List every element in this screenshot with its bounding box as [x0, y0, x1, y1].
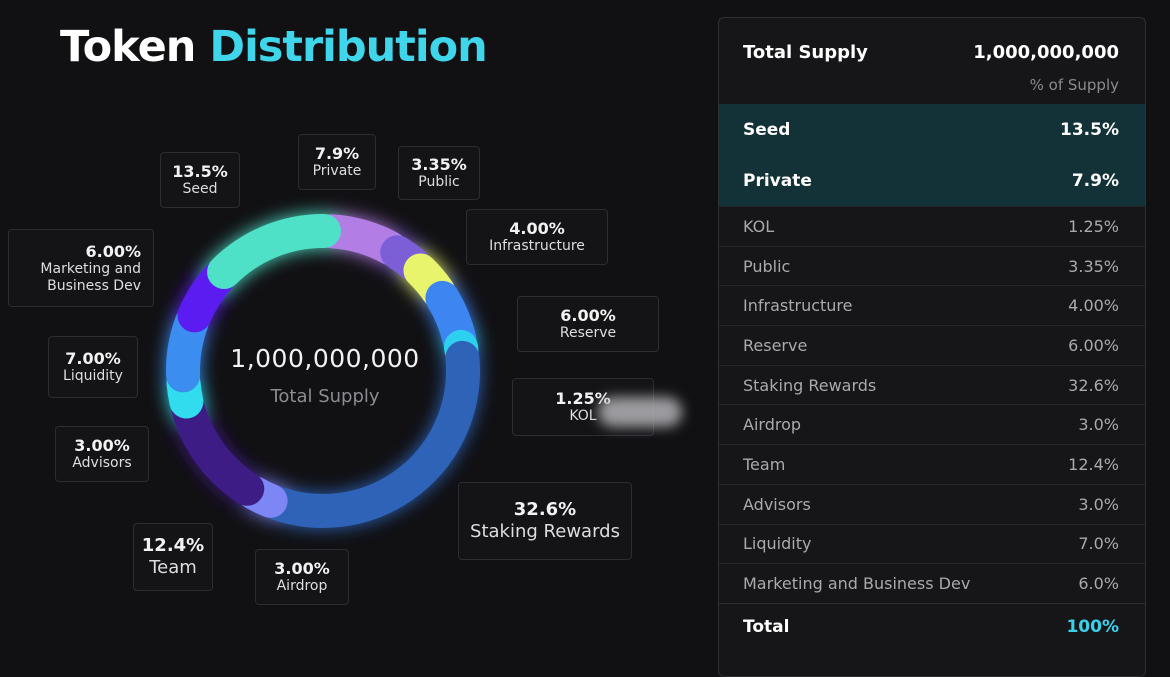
row-value: 32.6%: [1068, 375, 1119, 395]
callout-value: 1.25%: [555, 389, 611, 408]
table-row-reserve: Reserve 6.00%: [719, 325, 1145, 365]
percent-of-supply-label: % of Supply: [1029, 76, 1119, 94]
row-value: 6.0%: [1078, 574, 1119, 594]
row-value: 3.0%: [1078, 494, 1119, 514]
callout-airdrop: 3.00% Airdrop: [255, 549, 349, 605]
callout-name: Team: [149, 557, 197, 578]
row-value: 13.5%: [1060, 119, 1119, 140]
total-supply-label: Total Supply: [743, 42, 868, 63]
donut-chart: [166, 213, 480, 528]
table-row-liquidity: Liquidity 7.0%: [719, 523, 1145, 564]
row-label: Infrastructure: [743, 296, 853, 316]
callout-name: KOL: [569, 408, 597, 425]
center-total-value: 1,000,000,000: [230, 344, 420, 373]
callout-value: 3.00%: [74, 436, 130, 455]
row-label: Seed: [743, 119, 791, 140]
table-row-advisors: Advisors 3.0%: [719, 483, 1145, 524]
callout-value: 6.00%: [85, 241, 141, 261]
callout-advisors: 3.00% Advisors: [55, 426, 149, 482]
row-label: Private: [743, 170, 812, 191]
callout-staking-rewards: 32.6% Staking Rewards: [458, 482, 632, 560]
row-value: 4.00%: [1068, 296, 1119, 316]
callout-name: Public: [418, 174, 460, 191]
callout-liquidity: 7.00% Liquidity: [48, 336, 138, 398]
callout-team: 12.4% Team: [133, 523, 213, 591]
callout-name: Seed: [182, 181, 218, 198]
row-label: Advisors: [743, 494, 811, 514]
row-value: 3.0%: [1078, 415, 1119, 435]
callout-name: Marketing and Business Dev: [40, 260, 141, 294]
row-value: 100%: [1066, 617, 1119, 638]
donut-slice-team: [171, 392, 265, 506]
table-row-airdrop: Airdrop 3.0%: [719, 404, 1145, 444]
callout-value: 3.00%: [274, 559, 330, 578]
row-value: 12.4%: [1068, 454, 1119, 474]
callout-value: 13.5%: [172, 162, 228, 181]
row-value: 6.00%: [1068, 335, 1119, 355]
supply-table: Total Supply 1,000,000,000 % of Supply S…: [718, 17, 1146, 677]
callout-reserve: 6.00% Reserve: [517, 296, 659, 352]
table-row-marketing: Marketing and Business Dev 6.0%: [719, 563, 1145, 603]
table-header: Total Supply 1,000,000,000 % of Supply: [719, 18, 1145, 104]
row-value: 1.25%: [1068, 216, 1119, 236]
callout-value: 7.9%: [314, 144, 360, 163]
callout-value: 12.4%: [141, 535, 205, 557]
row-value: 7.0%: [1078, 534, 1119, 554]
callout-public: 3.35% Public: [398, 146, 480, 200]
table-row-kol: KOL 1.25%: [719, 206, 1145, 246]
table-row-public: Public 3.35%: [719, 245, 1145, 286]
callout-value: 3.35%: [411, 155, 467, 174]
page-title: Token Distribution: [60, 22, 488, 72]
table-row-staking-rewards: Staking Rewards 32.6%: [719, 364, 1145, 405]
callout-seed: 13.5% Seed: [160, 152, 240, 208]
row-value: 3.35%: [1068, 256, 1119, 276]
callout-value: 4.00%: [509, 219, 565, 238]
title-word-token: Token: [60, 22, 196, 72]
table-row-seed: Seed 13.5%: [719, 104, 1145, 155]
callout-name: Advisors: [72, 455, 132, 472]
callout-value: 32.6%: [513, 499, 577, 521]
callout-name: Airdrop: [276, 578, 328, 595]
callout-name: Liquidity: [63, 368, 123, 385]
donut-slice-staking-rewards: [260, 340, 480, 528]
callout-value: 7.00%: [65, 349, 121, 368]
row-label: Airdrop: [743, 415, 802, 435]
row-label: Team: [743, 454, 786, 474]
row-label: Marketing and Business Dev: [743, 574, 971, 594]
redaction-blur: [598, 397, 682, 427]
callout-name: Infrastructure: [489, 238, 585, 255]
row-label: KOL: [743, 216, 775, 236]
total-supply-value: 1,000,000,000: [973, 42, 1119, 63]
donut-slice-seed: [207, 213, 341, 290]
table-row-total: Total 100%: [719, 602, 1145, 651]
center-total-label: Total Supply: [270, 386, 380, 407]
callout-marketing: 6.00% Marketing and Business Dev: [8, 229, 154, 307]
callout-private: 7.9% Private: [298, 134, 376, 190]
callout-name: Reserve: [559, 325, 617, 342]
row-value: 7.9%: [1071, 170, 1119, 191]
callout-name: Private: [312, 163, 362, 180]
row-label: Staking Rewards: [743, 375, 877, 395]
table-row-team: Team 12.4%: [719, 444, 1145, 484]
callout-value: 6.00%: [560, 306, 616, 325]
callout-infrastructure: 4.00% Infrastructure: [466, 209, 608, 265]
row-label: Total: [743, 617, 790, 638]
callout-name: Staking Rewards: [470, 521, 620, 542]
row-label: Liquidity: [743, 534, 812, 554]
table-row-private: Private 7.9%: [719, 155, 1145, 206]
title-word-distribution: Distribution: [209, 22, 487, 72]
row-label: Reserve: [743, 335, 808, 355]
row-label: Public: [743, 256, 791, 276]
table-row-infrastructure: Infrastructure 4.00%: [719, 285, 1145, 325]
